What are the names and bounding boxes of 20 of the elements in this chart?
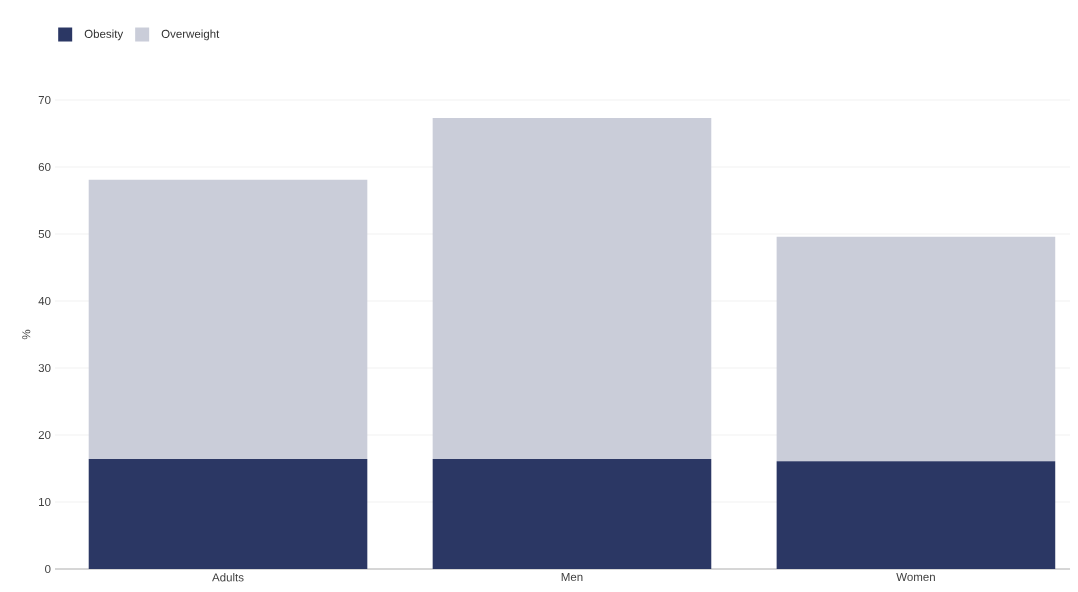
- legend-label: Overweight: [161, 29, 220, 41]
- y-tick-label: 0: [45, 564, 51, 574]
- bar: [776, 236, 1056, 462]
- bar: [88, 459, 368, 569]
- x-tick-label: Women: [896, 573, 935, 582]
- y-tick-label: 50: [38, 229, 51, 239]
- bar: [432, 118, 712, 460]
- y-tick-label: 70: [38, 95, 51, 105]
- x-tick-label: Adults: [212, 573, 244, 582]
- legend-label: Obesity: [84, 29, 124, 41]
- y-tick-label: 40: [38, 296, 51, 306]
- bar: [776, 461, 1056, 569]
- bar: [432, 459, 712, 569]
- y-tick-label: 10: [39, 497, 51, 507]
- x-tick-label: Men: [561, 573, 583, 582]
- y-axis-title: %: [22, 329, 31, 340]
- y-tick-label: 20: [38, 430, 51, 440]
- y-tick-label: 60: [38, 162, 51, 172]
- y-tick-label: 30: [38, 363, 51, 373]
- bar: [88, 179, 368, 460]
